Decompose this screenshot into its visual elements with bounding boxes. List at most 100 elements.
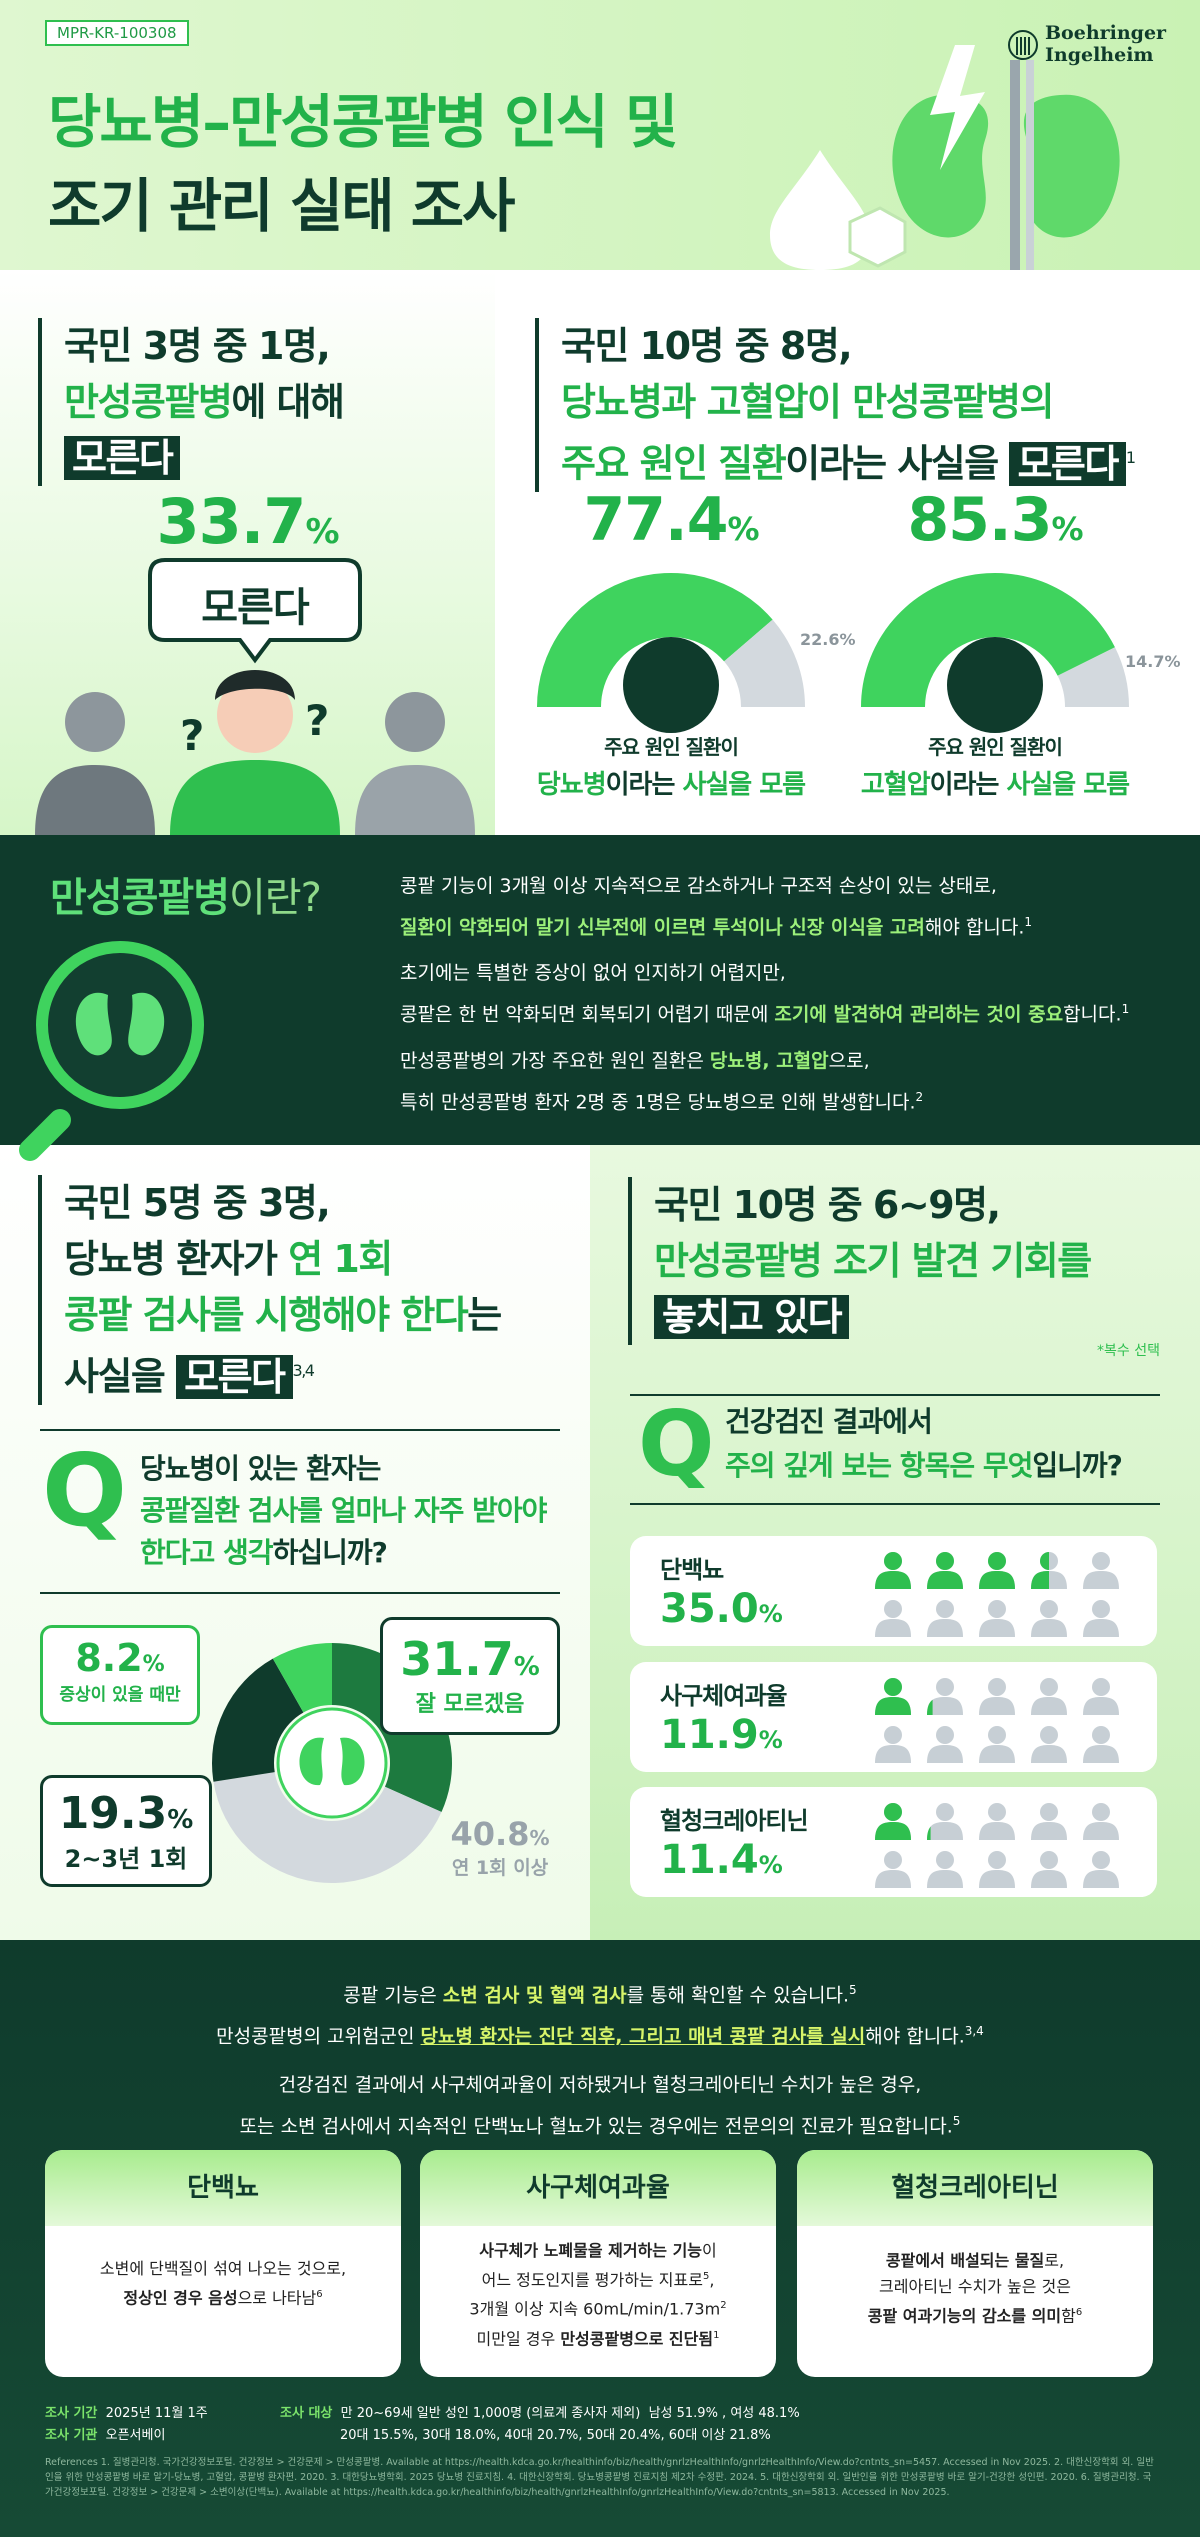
person-head: [884, 1600, 902, 1618]
person-head: [1092, 1678, 1110, 1696]
stat: 33.7%: [0, 485, 495, 558]
text: 는: [467, 1293, 502, 1337]
footnote: 3,4: [292, 1361, 315, 1380]
panel-bg: [495, 270, 1200, 835]
text: 미만일 경우: [476, 2328, 561, 2348]
person-body: [979, 1697, 1015, 1715]
item-card: [630, 1662, 1157, 1772]
bold-text: 만성콩팥병으로 진단됨: [560, 2328, 714, 2348]
answer-label: 40.8% 연 1회 이상: [430, 1815, 570, 1880]
person-body: [875, 1571, 911, 1589]
emphasis-box: 놓치고 있다: [654, 1295, 850, 1339]
text: 사실을: [64, 1354, 177, 1399]
person-head: [1040, 1552, 1049, 1570]
person-head: [936, 1803, 954, 1821]
headline-line: 국민 3명 중 1명,: [64, 324, 331, 368]
references: References 1. 질병관리청. 국가건강정보포털. 건강정보 > 건강…: [45, 2457, 1154, 2498]
card-title: 단백뇨: [45, 2150, 401, 2226]
text: 콩팥은 한 번 악화되면 회복되기 어렵기 때문에: [400, 1003, 775, 1026]
bubble-text: 모른다: [201, 585, 309, 631]
survey-target: 조사 대상 만 20~69세 일반 성인 1,000명 (의료계 종사자 제외)…: [280, 2403, 800, 2447]
icon-fill: [875, 1678, 933, 1715]
headline: 국민 10명 중 8명, 당뇨병과 고혈압이 만성콩팥병의 주요 원인 질환이라…: [535, 318, 1136, 492]
survey-value: 20대 15.5%, 30대 18.0%, 40대 20.7%, 50대 20.…: [340, 2428, 771, 2443]
text: 입니까?: [1032, 1449, 1123, 1482]
person-body: [1031, 1822, 1067, 1840]
person-body: [927, 1697, 963, 1715]
highlight: 만성콩팥병: [64, 380, 233, 424]
stat-unit: %: [727, 510, 759, 548]
answer-value: 19.3: [58, 1788, 168, 1839]
value-unit: %: [758, 1851, 783, 1879]
survey-label: 조사 기간: [45, 2406, 98, 2421]
highlight: 주요 원인 질환: [561, 441, 787, 486]
highlight: 당뇨병: [536, 770, 607, 800]
footnote: 2: [915, 1089, 924, 1104]
person-body: [979, 1571, 1015, 1589]
person-head: [884, 1678, 902, 1696]
person-body: [1083, 1822, 1119, 1840]
person-head: [988, 1678, 1006, 1696]
footnote: 1: [1024, 915, 1033, 929]
header-bg: [0, 0, 1200, 270]
highlight: 주의 깊게 보는 항목은 무엇: [725, 1449, 1033, 1482]
text: ,: [709, 2270, 715, 2290]
text: 또는 소변 검사에서 지속적인 단백뇨나 혈뇨가 있는 경우에는 전문의의 진료…: [239, 2114, 953, 2137]
highlight: 질환이 악화되어 말기 신부전에 이르면 투석이나 신장 이식을 고려: [400, 916, 925, 939]
item-name: 혈청크레아티닌: [660, 1807, 809, 1835]
footnote: 1: [1125, 448, 1136, 467]
survey-value: 2025년 11월 1주: [105, 2406, 208, 2421]
donut-slice: [272, 1643, 332, 1713]
caption-line: 주요 원인 질환이: [604, 735, 739, 759]
person-head: [988, 1600, 1006, 1618]
emphasis-box: 모른다: [1009, 441, 1126, 486]
text: 으로,: [828, 1049, 870, 1072]
line: 콩팥 기능이 3개월 이상 지속적으로 감소하거나 구조적 손상이 있는 상태로…: [400, 875, 997, 897]
text: 하십니까?: [272, 1536, 388, 1569]
person-head: [988, 1851, 1006, 1869]
question-line: 콩팥질환 검사를 얼마나 자주 받아야: [140, 1494, 547, 1527]
text: 를 통해 확인할 수 있습니다.: [626, 1984, 850, 2007]
icon-fill: [875, 1803, 931, 1840]
test-card: 사구체여과율 사구체가 노폐물을 제거하는 기능이 어느 정도인지를 평가하는 …: [420, 2150, 776, 2377]
person-body: [1031, 1619, 1067, 1637]
answer-label: 31.7% 잘 모르겠음: [380, 1617, 560, 1735]
person-body: [875, 1619, 911, 1637]
person-body: [927, 1619, 963, 1637]
person-body: [979, 1822, 1015, 1840]
footnote: 5: [952, 2113, 961, 2128]
person-head: [884, 1803, 902, 1821]
stat-unit: %: [1051, 510, 1083, 548]
rest-unit: %: [1164, 652, 1181, 671]
rest-unit: %: [839, 630, 856, 649]
line: 크레아티닌 수치가 높은 것은: [879, 2277, 1071, 2296]
rest-label: 22.6%: [800, 630, 856, 649]
highlight: 사실을 모름: [682, 770, 806, 800]
person-body: [927, 1822, 963, 1840]
gauge-rest: [724, 619, 805, 707]
person-body: [1031, 1870, 1067, 1888]
gauge-icon: [623, 637, 719, 733]
line: 초기에는 특별한 증상이 없어 인지하기 어렵지만,: [400, 962, 786, 985]
footnote: 6: [1075, 2307, 1083, 2318]
bold-text: 정상인 경우 음성: [123, 2288, 238, 2308]
logo-text: Ingelheim: [1045, 44, 1154, 66]
survey-value: 만 20~69세 일반 성인 1,000명 (의료계 종사자 제외): [340, 2406, 641, 2421]
person-head: [1092, 1726, 1110, 1744]
survey: 조사 기간 2025년 11월 1주 조사 기관 오픈서베이: [45, 2403, 208, 2447]
survey-label: 조사 대상: [280, 2406, 333, 2421]
person-head: [1040, 1600, 1058, 1618]
bold-text: 콩팥 여과기능의 감소를 의미: [867, 2306, 1062, 2326]
item-value: 35.0%: [660, 1586, 783, 1632]
person-head: [936, 1726, 954, 1744]
person-body: [875, 1870, 911, 1888]
stat-value: 33.7: [156, 485, 306, 558]
footnote: 6: [316, 2289, 323, 2300]
title-line: 조기 관리 실태 조사: [48, 172, 515, 240]
answer-label: 8.2% 증상이 있을 때만: [40, 1625, 200, 1725]
gauge-value: [537, 573, 773, 707]
person-head: [1092, 1803, 1110, 1821]
highlight: 조기에 발견하여 관리하는 것이 중요: [774, 1003, 1064, 1026]
item-name: 사구체여과율: [660, 1682, 787, 1710]
